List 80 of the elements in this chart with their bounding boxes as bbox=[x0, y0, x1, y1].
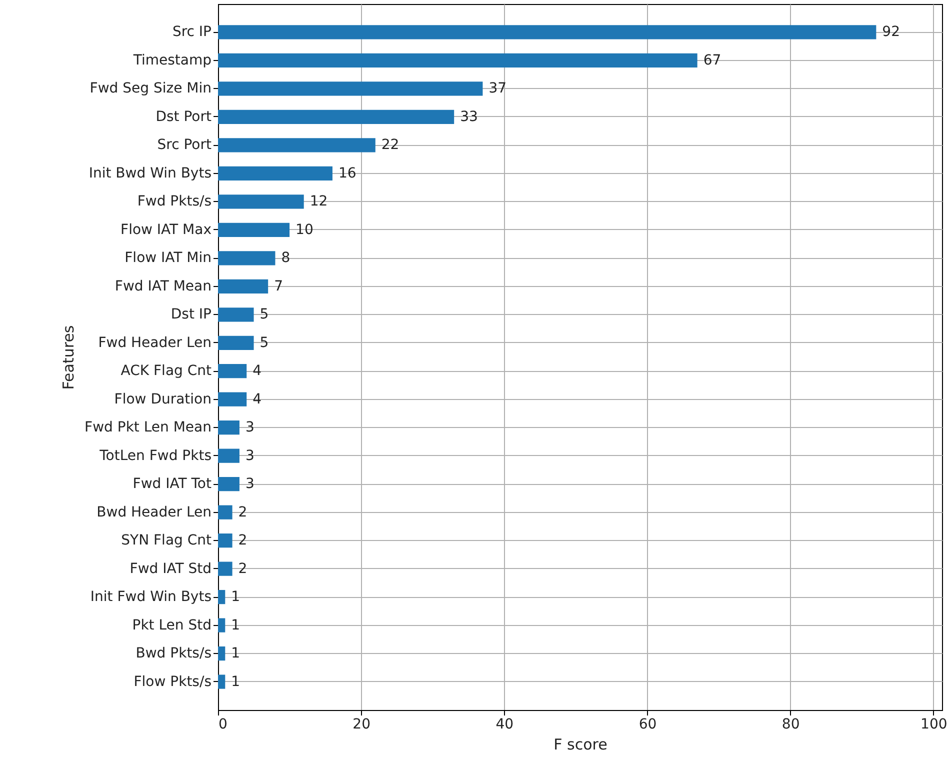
bar bbox=[218, 82, 483, 96]
y-tick-label: Init Bwd Win Byts bbox=[88, 165, 212, 182]
y-tick-label: Fwd IAT Mean bbox=[114, 278, 212, 294]
y-tick-label: Src Port bbox=[157, 137, 212, 154]
bar bbox=[218, 336, 254, 350]
y-tick-label: Flow Pkts/s bbox=[134, 674, 212, 690]
data-label: 8 bbox=[281, 250, 290, 266]
y-tick-label: Dst Port bbox=[156, 108, 212, 125]
bar bbox=[218, 505, 232, 520]
bar bbox=[218, 222, 290, 237]
y-tick-label: Fwd Header Len bbox=[98, 334, 212, 351]
data-label: 33 bbox=[460, 108, 478, 125]
data-label: 12 bbox=[310, 194, 328, 210]
y-tick-label: Src IP bbox=[172, 24, 212, 40]
bar bbox=[218, 110, 454, 124]
bar bbox=[218, 166, 332, 180]
y-tick-label: ACK Flag Cnt bbox=[120, 363, 212, 380]
data-label: 37 bbox=[488, 80, 507, 97]
data-label: 92 bbox=[882, 24, 900, 40]
data-label: 2 bbox=[238, 560, 248, 577]
bar bbox=[218, 618, 226, 632]
data-label: 10 bbox=[296, 222, 314, 238]
y-tick-label: Bwd Pkts/s bbox=[136, 646, 212, 662]
bar bbox=[218, 308, 254, 322]
data-label: 3 bbox=[245, 420, 254, 436]
bar bbox=[218, 251, 276, 266]
bar bbox=[218, 562, 232, 576]
x-tick-label: 0 bbox=[218, 716, 228, 732]
y-tick-label: Bwd Header Len bbox=[96, 504, 212, 520]
bar bbox=[218, 534, 232, 548]
data-label: 1 bbox=[231, 617, 240, 634]
data-label: 1 bbox=[231, 674, 240, 690]
data-label: 22 bbox=[381, 137, 400, 154]
bar bbox=[218, 674, 226, 689]
x-tick-label: 80 bbox=[782, 716, 800, 732]
y-tick-label: Pkt Len Std bbox=[132, 617, 212, 634]
bar bbox=[218, 279, 268, 294]
data-label: 7 bbox=[274, 278, 283, 294]
y-tick-label: SYN Flag Cnt bbox=[121, 532, 212, 549]
bar bbox=[218, 646, 226, 661]
x-tick-label: 20 bbox=[352, 716, 370, 732]
y-tick-label: Fwd Pkt Len Mean bbox=[84, 420, 212, 436]
x-tick-label: 40 bbox=[496, 716, 514, 732]
x-axis-title: F score bbox=[554, 736, 608, 754]
data-label: 1 bbox=[231, 646, 240, 662]
bar bbox=[218, 138, 376, 152]
bar bbox=[218, 194, 304, 209]
y-tick-label: Flow IAT Max bbox=[120, 222, 212, 238]
data-label: 16 bbox=[338, 165, 356, 182]
y-tick-label: Dst IP bbox=[170, 306, 212, 323]
y-tick-label: Flow Duration bbox=[114, 391, 212, 408]
bar bbox=[218, 420, 240, 435]
y-tick-label: Fwd IAT Std bbox=[130, 560, 212, 577]
bar bbox=[218, 590, 226, 604]
bar bbox=[218, 448, 240, 463]
data-label: 1 bbox=[231, 589, 240, 606]
y-tick-label: Fwd Seg Size Min bbox=[90, 80, 212, 97]
bar bbox=[218, 53, 698, 68]
x-tick-label: 60 bbox=[638, 716, 657, 732]
data-label: 4 bbox=[252, 391, 262, 408]
data-label: 2 bbox=[238, 504, 248, 520]
y-tick-label: TotLen Fwd Pkts bbox=[98, 448, 212, 464]
x-tick-label: 100 bbox=[920, 716, 948, 732]
y-tick-label: Fwd IAT Tot bbox=[132, 476, 212, 492]
bar bbox=[218, 25, 876, 40]
y-axis-title: Features bbox=[60, 325, 78, 390]
data-label: 5 bbox=[260, 334, 269, 351]
bar bbox=[218, 364, 247, 378]
data-label: 4 bbox=[252, 363, 262, 380]
data-label: 2 bbox=[238, 532, 248, 549]
y-tick-label: Init Fwd Win Byts bbox=[90, 589, 212, 606]
bar bbox=[218, 392, 247, 406]
y-tick-label: Timestamp bbox=[132, 52, 212, 68]
y-tick-label: Fwd Pkts/s bbox=[137, 194, 212, 210]
data-label: 67 bbox=[703, 52, 722, 68]
data-label: 3 bbox=[245, 476, 254, 492]
y-tick-label: Flow IAT Min bbox=[124, 250, 212, 266]
data-label: 5 bbox=[260, 306, 269, 323]
bar bbox=[218, 477, 240, 492]
data-label: 3 bbox=[245, 448, 254, 464]
